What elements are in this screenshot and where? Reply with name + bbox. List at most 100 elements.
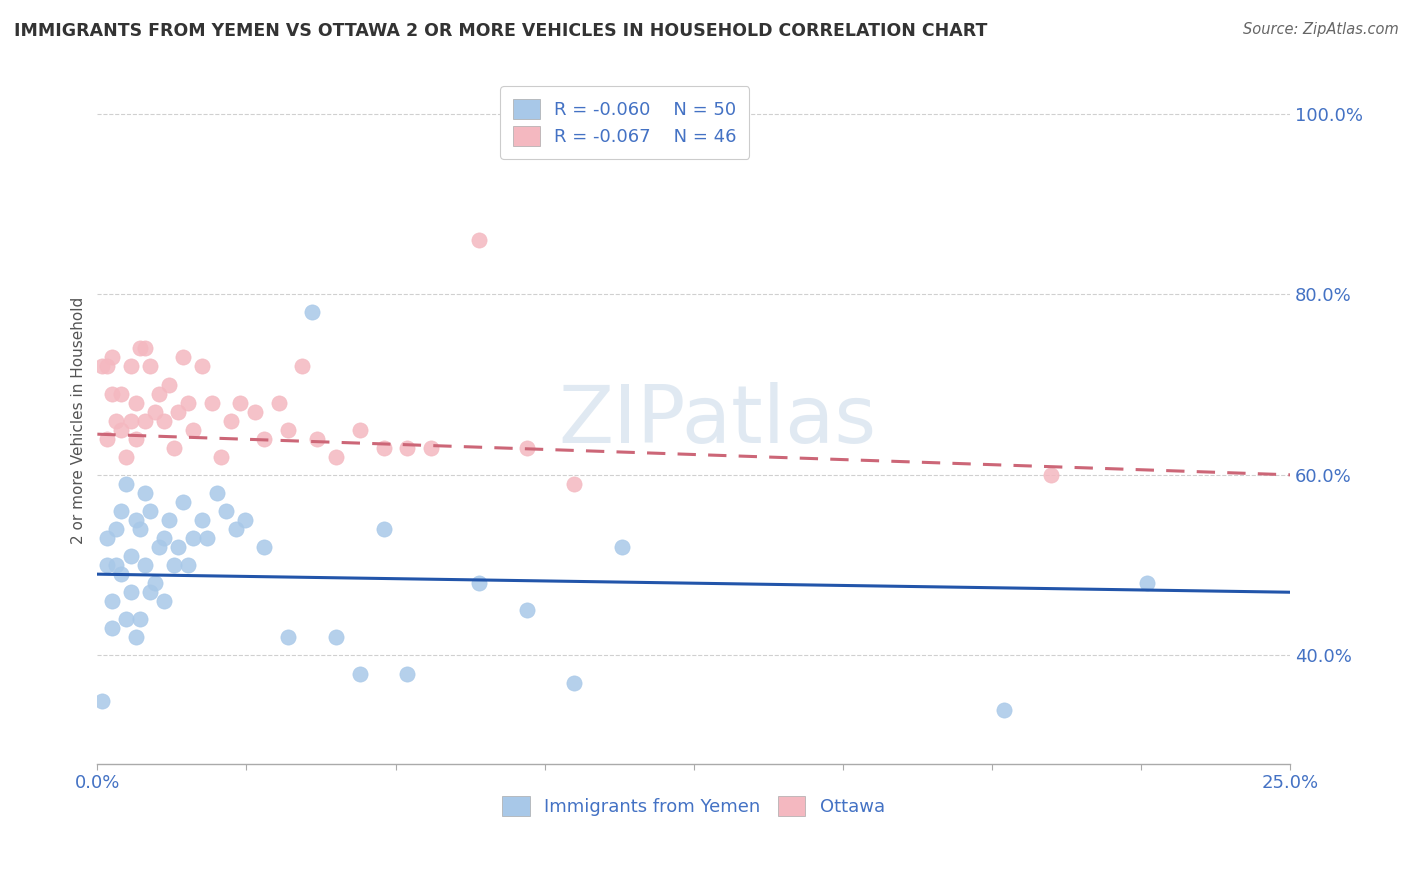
- Point: [124, 395, 146, 409]
- Point: [305, 432, 328, 446]
- Point: [129, 522, 152, 536]
- Point: [96, 432, 118, 446]
- Point: [129, 612, 152, 626]
- Point: [172, 351, 194, 365]
- Point: [172, 495, 194, 509]
- Point: [177, 558, 200, 573]
- Point: [139, 359, 162, 374]
- Point: [253, 432, 276, 446]
- Point: [139, 504, 162, 518]
- Point: [120, 549, 142, 563]
- Point: [110, 423, 132, 437]
- Point: [373, 441, 395, 455]
- Point: [100, 594, 122, 608]
- Point: [993, 703, 1015, 717]
- Point: [129, 342, 152, 356]
- Point: [120, 359, 142, 374]
- Point: [209, 450, 232, 464]
- Point: [516, 603, 538, 617]
- Point: [153, 594, 176, 608]
- Point: [134, 486, 156, 500]
- Point: [191, 359, 214, 374]
- Point: [91, 693, 114, 707]
- Point: [148, 540, 170, 554]
- Point: [373, 522, 395, 536]
- Point: [291, 359, 314, 374]
- Point: [177, 395, 200, 409]
- Point: [157, 513, 180, 527]
- Point: [124, 631, 146, 645]
- Point: [148, 386, 170, 401]
- Point: [564, 675, 586, 690]
- Point: [516, 441, 538, 455]
- Point: [1136, 576, 1159, 591]
- Point: [134, 342, 156, 356]
- Point: [143, 404, 166, 418]
- Point: [277, 631, 299, 645]
- Text: ZIPatlas: ZIPatlas: [558, 382, 876, 459]
- Point: [253, 540, 276, 554]
- Point: [468, 233, 491, 247]
- Point: [233, 513, 256, 527]
- Point: [181, 423, 204, 437]
- Point: [100, 386, 122, 401]
- Point: [110, 386, 132, 401]
- Point: [277, 423, 299, 437]
- Point: [163, 441, 186, 455]
- Point: [229, 395, 252, 409]
- Point: [243, 404, 266, 418]
- Point: [120, 414, 142, 428]
- Point: [134, 414, 156, 428]
- Point: [143, 576, 166, 591]
- Point: [325, 450, 347, 464]
- Point: [191, 513, 214, 527]
- Point: [267, 395, 290, 409]
- Point: [564, 476, 586, 491]
- Point: [115, 612, 138, 626]
- Point: [301, 305, 323, 319]
- Point: [100, 621, 122, 635]
- Point: [163, 558, 186, 573]
- Point: [468, 576, 491, 591]
- Point: [153, 531, 176, 545]
- Text: Source: ZipAtlas.com: Source: ZipAtlas.com: [1243, 22, 1399, 37]
- Point: [181, 531, 204, 545]
- Point: [167, 404, 190, 418]
- Point: [134, 558, 156, 573]
- Point: [91, 359, 114, 374]
- Point: [396, 666, 419, 681]
- Point: [96, 531, 118, 545]
- Point: [110, 567, 132, 582]
- Point: [153, 414, 176, 428]
- Point: [157, 377, 180, 392]
- Point: [396, 441, 419, 455]
- Point: [115, 450, 138, 464]
- Text: IMMIGRANTS FROM YEMEN VS OTTAWA 2 OR MORE VEHICLES IN HOUSEHOLD CORRELATION CHAR: IMMIGRANTS FROM YEMEN VS OTTAWA 2 OR MOR…: [14, 22, 987, 40]
- Point: [349, 666, 371, 681]
- Point: [325, 631, 347, 645]
- Point: [1040, 467, 1063, 482]
- Y-axis label: 2 or more Vehicles in Household: 2 or more Vehicles in Household: [72, 297, 86, 544]
- Point: [105, 414, 128, 428]
- Point: [115, 476, 138, 491]
- Point: [100, 351, 122, 365]
- Point: [105, 558, 128, 573]
- Point: [205, 486, 228, 500]
- Point: [610, 540, 633, 554]
- Point: [215, 504, 238, 518]
- Point: [139, 585, 162, 599]
- Point: [420, 441, 443, 455]
- Point: [110, 504, 132, 518]
- Point: [349, 423, 371, 437]
- Point: [167, 540, 190, 554]
- Point: [96, 359, 118, 374]
- Point: [105, 522, 128, 536]
- Point: [195, 531, 218, 545]
- Point: [219, 414, 242, 428]
- Point: [124, 432, 146, 446]
- Point: [225, 522, 247, 536]
- Point: [124, 513, 146, 527]
- Point: [120, 585, 142, 599]
- Legend: Immigrants from Yemen, Ottawa: Immigrants from Yemen, Ottawa: [495, 789, 893, 823]
- Point: [96, 558, 118, 573]
